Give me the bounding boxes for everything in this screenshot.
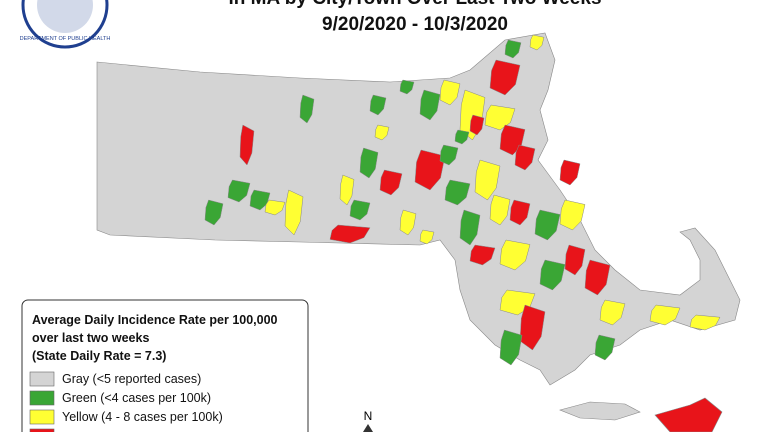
- town: [419, 229, 435, 245]
- town: [514, 144, 536, 171]
- legend-swatch: [29, 390, 55, 406]
- town: [444, 179, 471, 206]
- town: [264, 199, 286, 216]
- legend-swatch: [29, 409, 55, 425]
- town: [689, 314, 721, 331]
- town: [369, 94, 387, 116]
- legend-label: Gray (<5 reported cases): [62, 372, 201, 386]
- town: [374, 124, 390, 141]
- town: [529, 34, 545, 51]
- town: [504, 39, 522, 59]
- town: [489, 194, 511, 226]
- town: [599, 299, 626, 326]
- town: [559, 159, 581, 186]
- town: [284, 189, 304, 236]
- town: [539, 259, 566, 291]
- town: [419, 89, 441, 121]
- town: [399, 79, 415, 95]
- town: [439, 144, 459, 166]
- legend-title: Average Daily Incidence Rate per 100,000: [32, 313, 278, 327]
- town: [489, 59, 521, 96]
- town: [559, 199, 586, 231]
- legend-swatch: [29, 371, 55, 387]
- town: [339, 174, 355, 206]
- town: [349, 199, 371, 221]
- title-line: in MA by City/Town Over Last Two Weeks: [228, 0, 601, 9]
- town: [594, 334, 616, 361]
- town: [459, 209, 481, 246]
- town: [249, 189, 271, 211]
- title-line: 9/20/2020 - 10/3/2020: [322, 14, 508, 35]
- legend-title: (State Daily Rate = 7.3): [32, 349, 166, 363]
- town: [469, 114, 485, 136]
- town: [474, 159, 501, 201]
- compass: N: [363, 409, 373, 432]
- town: [239, 124, 255, 166]
- compass-label: N: [364, 409, 373, 423]
- logo: DEPARTMENT OF PUBLIC HEALTH: [20, 0, 111, 49]
- map: [96, 32, 741, 432]
- town: [499, 329, 523, 366]
- town: [519, 304, 546, 351]
- town: [329, 224, 371, 244]
- town: [439, 79, 461, 106]
- town: [359, 147, 379, 179]
- town: [454, 129, 470, 145]
- town: [564, 244, 586, 276]
- legend-title: over last two weeks: [32, 331, 149, 345]
- legend-label: Yellow (4 - 8 cases per 100k): [62, 410, 223, 424]
- town: [399, 209, 417, 236]
- town: [649, 304, 681, 326]
- legend-swatch: [29, 428, 55, 432]
- town: [499, 239, 531, 271]
- town: [299, 94, 315, 124]
- island: [654, 397, 723, 432]
- logo-text: DEPARTMENT OF PUBLIC HEALTH: [20, 36, 111, 42]
- town: [469, 244, 496, 266]
- town: [484, 104, 516, 131]
- town: [509, 199, 531, 226]
- legend-label: Green (<4 cases per 100k): [62, 391, 211, 405]
- legend: Average Daily Incidence Rate per 100,000…: [21, 299, 309, 432]
- state-outline: [96, 32, 741, 386]
- town: [379, 169, 403, 196]
- town: [584, 259, 611, 296]
- town: [534, 209, 561, 241]
- island: [559, 401, 641, 421]
- town: [227, 179, 251, 203]
- town: [204, 199, 224, 226]
